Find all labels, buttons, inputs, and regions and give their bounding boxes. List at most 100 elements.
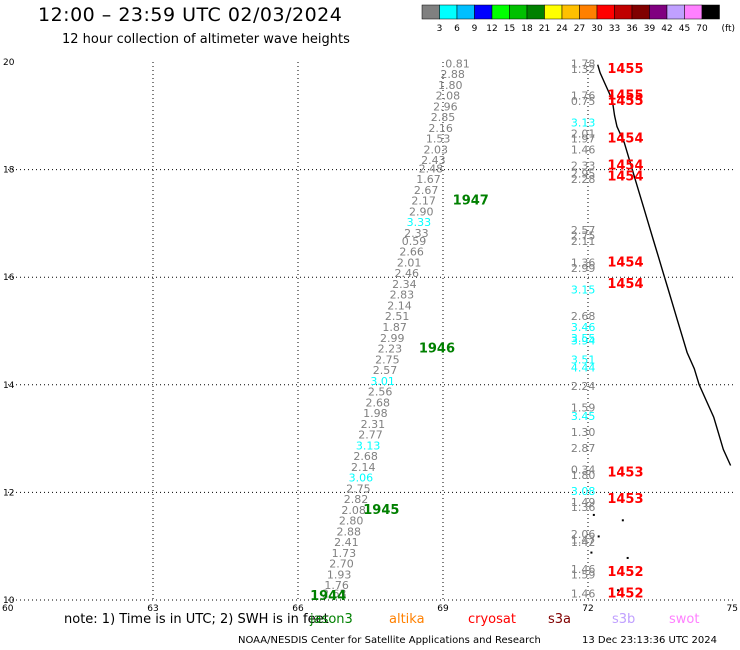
wave-height-label: 2.43 xyxy=(421,154,446,167)
colorbar-tick-label: 12 xyxy=(486,24,497,34)
x-tick-label: 69 xyxy=(437,604,449,614)
wave-height-label: 2.80 xyxy=(339,515,364,528)
colorbar-tick-label: 42 xyxy=(661,24,672,34)
wave-height-label: 3.06 xyxy=(349,472,374,485)
colorbar-tick-label: 36 xyxy=(626,24,638,34)
pass-time-label: 1453 xyxy=(607,492,643,507)
wave-height-label: 0.59 xyxy=(402,235,427,248)
wave-height-label: 1.98 xyxy=(363,407,388,420)
wave-height-label: 2.87 xyxy=(571,442,596,455)
coastline xyxy=(597,64,732,466)
wave-height-label: 1.30 xyxy=(571,426,596,439)
wave-height-label: 1.32 xyxy=(571,63,596,76)
wave-height-label: 2.03 xyxy=(424,143,449,156)
wave-height-label: 2.46 xyxy=(395,267,420,280)
wave-height-label: 2.88 xyxy=(440,68,465,81)
series-jason3: 0.812.881.802.082.962.852.161.532.032.43… xyxy=(310,57,489,604)
colorbar-tick-label: 9 xyxy=(472,24,478,34)
wave-height-label: 2.63 xyxy=(322,587,347,600)
island-marker xyxy=(597,535,600,538)
wave-height-label: 2.88 xyxy=(337,525,362,538)
y-tick-label: 10 xyxy=(3,596,15,606)
pass-time-label: 1455 xyxy=(607,94,643,109)
x-tick-label: 66 xyxy=(292,604,304,614)
wave-height-label: 3.01 xyxy=(370,375,395,388)
wave-height-label: 0.75 xyxy=(571,95,596,108)
wave-height-label: 3.94 xyxy=(571,334,596,347)
wave-height-label: 2.95 xyxy=(571,168,596,181)
y-tick-label: 20 xyxy=(3,58,15,68)
wave-height-label: 3.13 xyxy=(571,117,596,130)
wave-height-label: 2.16 xyxy=(428,122,453,135)
wave-height-label: 2.33 xyxy=(404,227,429,240)
wave-height-label: 2.33 xyxy=(571,160,596,173)
pass-time-label: 1453 xyxy=(607,465,643,480)
wave-height-label: 1.93 xyxy=(327,568,352,581)
wave-height-label: 2.28 xyxy=(571,173,596,186)
colorbar-tick-label: 39 xyxy=(644,24,656,34)
island-marker xyxy=(621,519,624,522)
pass-time-label: 1944 xyxy=(310,589,346,604)
wave-height-label: 2.67 xyxy=(414,184,439,197)
wave-height-label: 1.76 xyxy=(571,90,596,103)
wave-height-label: 2.51 xyxy=(385,310,410,323)
x-tick-label: 60 xyxy=(2,604,14,614)
page-subtitle: 12 hour collection of altimeter wave hei… xyxy=(62,32,350,47)
wave-height-label: 1.49 xyxy=(571,496,596,509)
wave-height-label: 2.75 xyxy=(571,230,596,243)
wave-height-label: 1.59 xyxy=(571,568,596,581)
pass-time-label: 1454 xyxy=(607,277,643,292)
wave-height-label: 2.14 xyxy=(351,461,376,474)
wave-height-label: 0.81 xyxy=(445,57,470,70)
island-marker xyxy=(590,551,593,554)
island-marker xyxy=(592,513,595,516)
wave-height-label: 2.48 xyxy=(419,162,444,175)
x-tick-label: 63 xyxy=(147,604,158,614)
wave-height-label: 3.46 xyxy=(571,321,596,334)
wave-height-label: 1.46 xyxy=(571,143,596,156)
wave-height-label: 1.36 xyxy=(571,501,596,514)
colorbar-tick-label: 45 xyxy=(679,24,690,34)
wave-height-label: 2.14 xyxy=(387,299,412,312)
wave-height-label: 2.08 xyxy=(436,90,461,103)
pass-time-label: 1945 xyxy=(363,503,399,518)
wave-height-label: 2.96 xyxy=(433,100,458,113)
pass-time-label: 1946 xyxy=(419,342,455,357)
wave-height-label: 2.83 xyxy=(390,289,415,302)
pass-time-label: 1455 xyxy=(607,62,643,77)
wave-height-label: 2.82 xyxy=(344,493,369,506)
wave-height-label: 1.87 xyxy=(382,321,407,334)
y-tick-label: 18 xyxy=(3,166,15,176)
wave-height-label: 2.34 xyxy=(392,278,417,291)
pass-time-label: 1454 xyxy=(607,169,643,184)
wave-height-label: 2.56 xyxy=(368,386,393,399)
wave-height-label: 2.99 xyxy=(380,332,405,345)
x-tick-label: 72 xyxy=(582,604,593,614)
wave-height-label: 2.57 xyxy=(571,224,596,237)
wave-height-label: 2.66 xyxy=(399,246,424,259)
wave-height-label: 2.68 xyxy=(571,310,596,323)
wave-height-label: 2.11 xyxy=(571,235,596,248)
wave-height-label: 1.53 xyxy=(426,133,451,146)
wave-height-label: 2.01 xyxy=(571,127,596,140)
wave-height-label: 3.51 xyxy=(571,353,596,366)
colorbar-tick-label: 6 xyxy=(454,24,460,34)
wave-height-label: 2.77 xyxy=(358,429,383,442)
wave-height-label: 1.80 xyxy=(571,469,596,482)
page-title: 12:00 – 23:59 UTC 02/03/2024 xyxy=(38,4,343,26)
wave-height-label: 1.47 xyxy=(571,534,596,547)
wave-height-label: 2.24 xyxy=(571,380,596,393)
y-tick-label: 14 xyxy=(3,381,15,391)
pass-time-label: 1454 xyxy=(607,255,643,270)
grid-lines xyxy=(8,62,733,601)
island-marker xyxy=(626,556,629,559)
pass-time-label: 1454 xyxy=(607,132,643,147)
wave-height-label: 4.44 xyxy=(571,361,596,374)
colorbar-tick-label: 33 xyxy=(609,24,620,34)
wave-height-label: 3.45 xyxy=(571,410,596,423)
wave-height-label: 1.46 xyxy=(571,587,596,600)
wave-height-label: 2.06 xyxy=(571,528,596,541)
colorbar-tick-label: 15 xyxy=(504,24,515,34)
colorbar-tick-label: 30 xyxy=(591,24,603,34)
colorbar-tick-label: 21 xyxy=(539,24,550,34)
